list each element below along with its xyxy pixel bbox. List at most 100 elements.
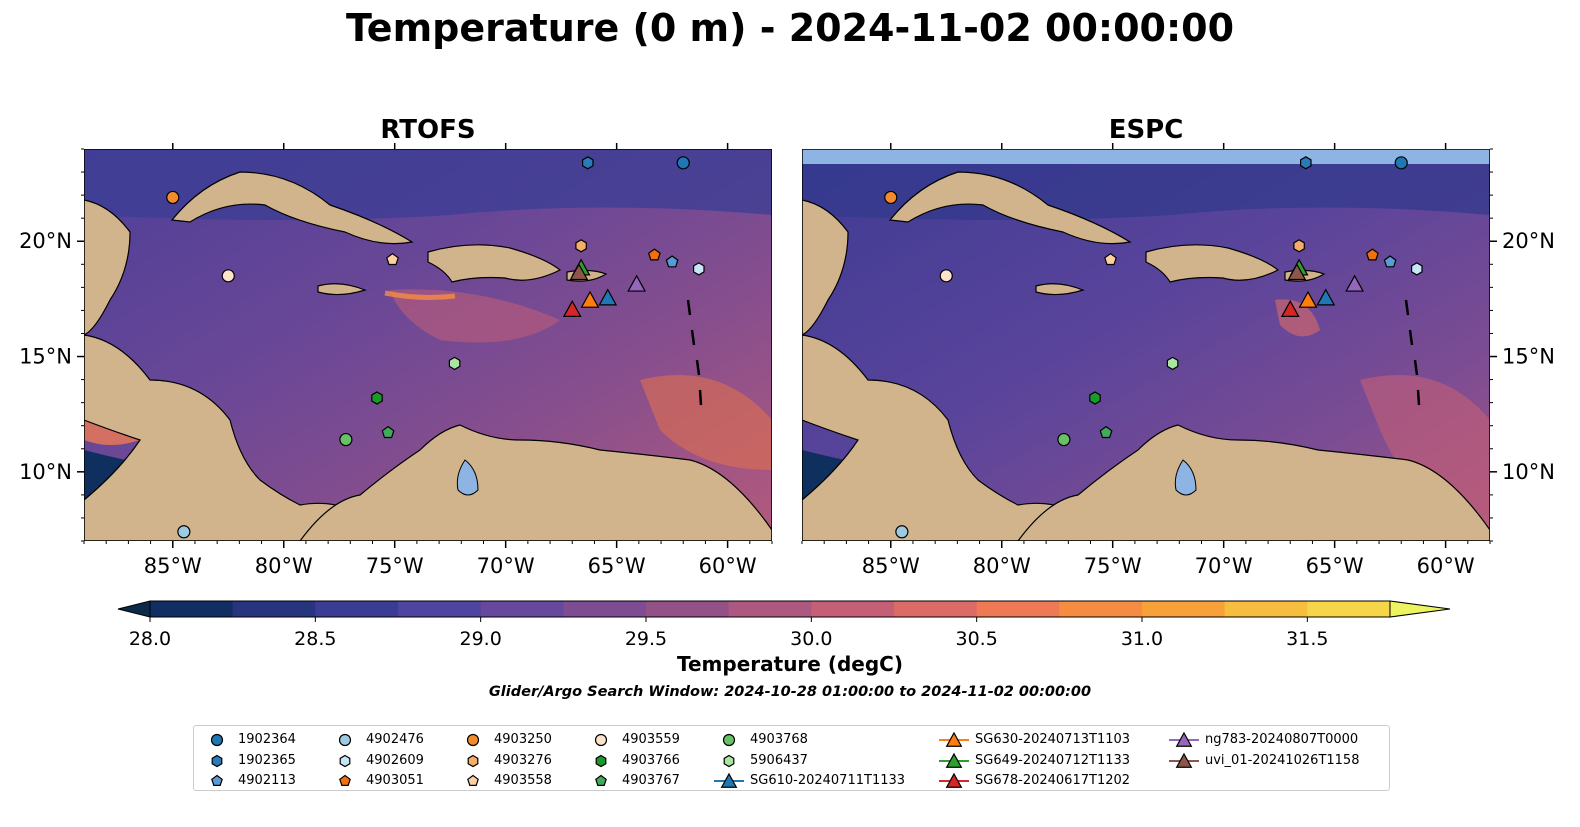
- legend-entry: 4902609: [330, 751, 424, 770]
- legend-symbol: [939, 771, 969, 790]
- lake-maracaibo: [456, 459, 479, 496]
- legend-entry: 4903250: [458, 730, 552, 749]
- argo-float-1902364: [1394, 156, 1408, 170]
- legend-label: 4903768: [750, 732, 808, 747]
- warm-patch: [640, 375, 772, 470]
- yucatan: [802, 199, 849, 336]
- legend-marker: [466, 733, 480, 747]
- argo-float-4903250: [884, 190, 898, 205]
- colorbar-tick-label: 29.0: [460, 628, 502, 650]
- glider-ng783-20240807T0000: [627, 274, 647, 292]
- argo-float-4903559: [939, 269, 953, 283]
- glider-uvi_01-20241026T1158: [569, 263, 589, 281]
- colorbar-segment: [894, 601, 978, 617]
- x-tick-label: 85°W: [862, 554, 920, 578]
- colorbar-segment: [811, 601, 895, 617]
- argo-float-4903768: [1057, 432, 1071, 447]
- legend-symbol: [1169, 751, 1199, 770]
- legend-symbol: [330, 771, 360, 790]
- argo-float-4903768: [339, 432, 353, 447]
- argo-float-4902609: [1410, 262, 1423, 276]
- x-tick-label: 60°W: [699, 554, 757, 578]
- jamaica: [317, 283, 367, 296]
- legend-marker: [339, 754, 351, 768]
- legend-symbol: [1169, 730, 1199, 749]
- colorbar-segment: [480, 601, 564, 617]
- legend-marker: [595, 774, 607, 786]
- glider-SG630-20240713T1103: [580, 290, 600, 308]
- colorbar-extend-low: [117, 600, 151, 618]
- legend-symbol: [714, 751, 744, 770]
- colorbar-segment: [315, 601, 399, 617]
- argo-float-4903767: [381, 425, 395, 439]
- argo-float-4903276: [1293, 239, 1305, 253]
- x-tick-label: 65°W: [1306, 554, 1364, 578]
- legend-label: ng783-20240807T0000: [1205, 732, 1359, 747]
- colorbar-extend-high: [1389, 600, 1451, 618]
- legend-marker: [722, 733, 736, 747]
- legend-marker: [594, 733, 608, 747]
- colorbar-tick-label: 31.5: [1286, 628, 1328, 650]
- legend-symbol: [714, 771, 744, 790]
- legend-entry: 4903766: [586, 751, 680, 770]
- yucatan: [84, 199, 131, 336]
- legend-marker: [467, 774, 479, 786]
- legend-marker: [945, 772, 963, 788]
- argo-float-4903558: [386, 252, 399, 266]
- x-tick-label: 85°W: [144, 554, 202, 578]
- colorbar-frame: [149, 600, 1391, 618]
- glider-SG678-20240617T1202: [1280, 299, 1300, 318]
- legend-entry: 1902365: [202, 751, 296, 770]
- argo-float-5906437: [1166, 356, 1179, 371]
- legend-entry: 4903558: [458, 771, 552, 790]
- y-tick-label: 15°N: [19, 345, 72, 369]
- x-tick-label: 75°W: [366, 554, 424, 578]
- legend-entry: SG678-20240617T1202: [939, 771, 1130, 790]
- legend-label: uvi_01-20241026T1158: [1205, 753, 1360, 768]
- legend: 1902364 1902365 4902113 4902476 4902609 49030…: [193, 725, 1390, 791]
- central-america: [802, 334, 1069, 541]
- legend-entry: 4902113: [202, 771, 296, 790]
- warm-streak: [384, 290, 456, 300]
- legend-marker: [211, 774, 223, 786]
- legend-label: 4902609: [366, 753, 424, 768]
- legend-marker: [210, 733, 224, 747]
- legend-symbol: [939, 751, 969, 770]
- legend-label: 4902476: [366, 732, 424, 747]
- legend-symbol: [586, 730, 616, 749]
- argo-float-1902365: [581, 156, 594, 170]
- legend-marker: [211, 754, 223, 768]
- colorbar-tick-label: 28.0: [129, 628, 171, 650]
- argo-float-4902609: [692, 262, 705, 276]
- y-tick-label: 10°N: [1502, 460, 1555, 484]
- legend-entry: uvi_01-20241026T1158: [1169, 751, 1359, 770]
- colorbar-segment: [563, 601, 647, 617]
- legend-symbol: [586, 751, 616, 770]
- argo-float-4903766: [1089, 391, 1101, 405]
- argo-float-4902476: [177, 525, 191, 539]
- x-tick-label: 65°W: [588, 554, 646, 578]
- colorbar-label: Temperature (degC): [677, 652, 903, 676]
- legend-entry: SG610-20240711T1133: [714, 771, 905, 790]
- panel-title-espc: ESPC: [1109, 115, 1184, 145]
- legend-entry: 4903767: [586, 771, 680, 790]
- no-data-band: [802, 149, 1490, 164]
- colorbar-segment: [728, 601, 812, 617]
- x-tick-label: 60°W: [1417, 554, 1475, 578]
- legend-label: SG610-20240711T1133: [750, 773, 906, 788]
- y-tick-label: 15°N: [1502, 345, 1555, 369]
- legend-symbol: [330, 730, 360, 749]
- lesser-antilles: [1404, 299, 1421, 406]
- legend-marker: [339, 774, 351, 786]
- glider-SG610-20240711T1133: [598, 288, 618, 306]
- legend-label: 4902113: [238, 773, 296, 788]
- x-tick-label: 70°W: [477, 554, 535, 578]
- cuba: [170, 171, 414, 245]
- colorbar-tick-label: 28.5: [294, 628, 336, 650]
- argo-float-4902113: [1383, 255, 1397, 268]
- colorbar-tick-label: 30.5: [956, 628, 998, 650]
- legend-entry: 5906437: [714, 751, 808, 770]
- argo-float-4903766: [371, 391, 383, 405]
- legend-label: 4903559: [622, 732, 680, 747]
